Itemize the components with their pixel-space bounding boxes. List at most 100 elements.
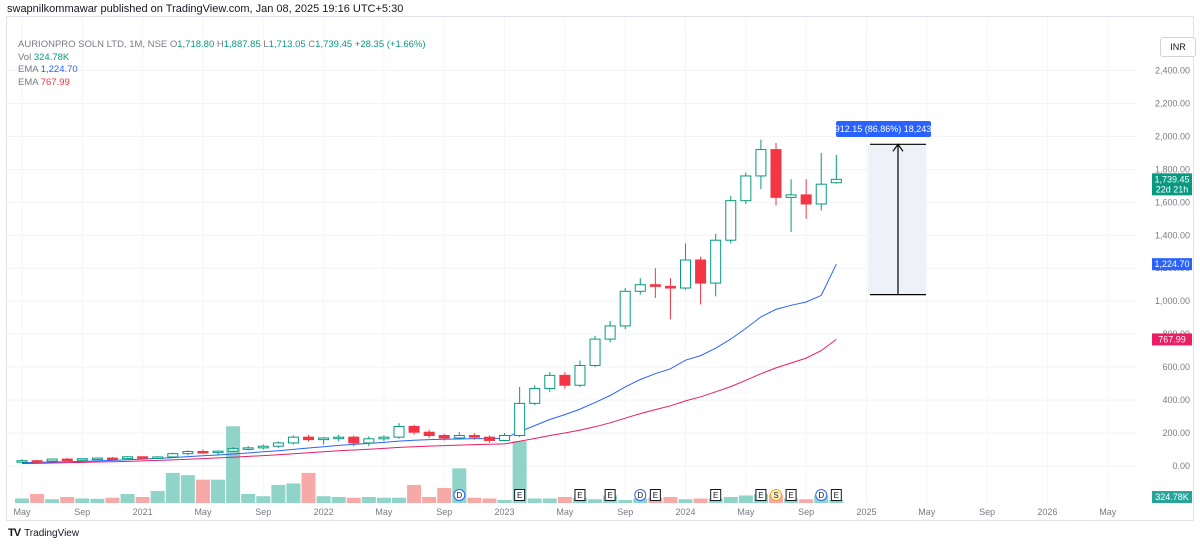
volume-bar <box>738 495 753 503</box>
measure-label-text: 912.15 (86.86%) 18,243 <box>835 124 932 134</box>
candle-body <box>152 456 164 459</box>
price-tick-label: 1,800.00 <box>1155 164 1190 174</box>
time-tick-label: 2024 <box>676 507 696 517</box>
time-tick-label: Sep <box>255 507 271 517</box>
brand-name[interactable]: TradingView <box>24 527 80 539</box>
footer: TV TradingView <box>8 527 79 539</box>
time-tick-label: May <box>556 507 574 517</box>
candle-body <box>499 435 511 441</box>
time-tick-label: Sep <box>798 507 814 517</box>
split-marker <box>770 489 782 501</box>
candle-body <box>800 194 812 205</box>
candle-body <box>634 284 646 292</box>
candle-body <box>272 442 284 447</box>
candle-body <box>91 457 103 461</box>
price-tick-label: 200.00 <box>1162 428 1190 438</box>
ema-slow-value: 767.99 <box>40 76 70 88</box>
chart-legend: AURIONPRO SOLN LTD, 1M, NSE O1,718.80 H1… <box>18 39 426 89</box>
candlestick-chart[interactable]: 2,400.00 2,200.00 2,000.00 1,800.00 1,600.00… <box>7 17 1195 522</box>
ema-fast-badge <box>1152 258 1192 271</box>
volume-bar <box>195 479 210 503</box>
publisher-line: swapnilkommawar published on TradingView… <box>7 3 404 15</box>
event-marker-label: E <box>758 491 763 500</box>
volume-bar <box>467 497 482 503</box>
currency-button[interactable]: INR <box>1160 37 1196 57</box>
volume-bar <box>105 497 120 503</box>
candle-body <box>122 456 134 460</box>
price-tick-label: 600.00 <box>1162 362 1190 372</box>
candle-body <box>649 284 661 287</box>
volume-bar <box>271 484 286 503</box>
event-marker-label: E <box>834 491 839 500</box>
volume-bar <box>346 497 361 503</box>
candle-body <box>423 431 435 437</box>
candle-body <box>333 436 345 440</box>
volume-bar <box>286 483 301 503</box>
event-marker-label: E <box>788 491 793 500</box>
volume-bar <box>482 498 497 503</box>
volume-bar <box>211 479 226 503</box>
volume-bar <box>165 472 180 503</box>
time-tick-label: 2022 <box>314 507 334 517</box>
candle-body <box>695 259 707 284</box>
candle-body <box>46 458 58 462</box>
price-tick-label: 2,400.00 <box>1155 65 1190 75</box>
candle-body <box>619 290 631 327</box>
change-value: +28.35 (+1.66%) <box>354 39 426 50</box>
candle-body <box>197 450 209 454</box>
time-tick-label: Sep <box>617 507 633 517</box>
candle-body <box>408 425 420 433</box>
volume-bar <box>829 499 844 503</box>
volume-bar <box>527 498 542 503</box>
candle-body <box>438 435 450 439</box>
volume-bar <box>422 496 437 503</box>
volume-bar <box>392 497 406 503</box>
symbol-title[interactable]: AURIONPRO SOLN LTD, 1M, NSE <box>18 39 168 50</box>
volume-bar <box>512 441 527 503</box>
candle-body <box>815 183 827 205</box>
ema-fast-value: 1,224.70 <box>40 64 78 75</box>
ema-slow-legend-row[interactable]: EMA 767.99 <box>18 76 70 88</box>
candle-body <box>363 438 375 444</box>
time-tick-label: Sep <box>979 507 995 517</box>
ema-fast-legend-row[interactable]: EMA 1,224.70 <box>18 64 78 75</box>
time-tick-label: May <box>737 507 755 517</box>
dividend-marker <box>453 489 466 501</box>
volume-bar <box>618 499 633 503</box>
volume-bar <box>150 490 165 503</box>
volume-bar <box>723 496 738 503</box>
time-tick-label: 2021 <box>133 507 153 517</box>
event-marker-label: E <box>517 491 522 500</box>
earnings-marker <box>649 489 661 501</box>
candle-body <box>227 448 239 452</box>
tradingview-logo-icon[interactable]: TV <box>8 527 21 539</box>
low-value: 1,713.05 <box>268 39 306 50</box>
event-marker-label: E <box>577 491 582 500</box>
candle-body <box>453 435 465 439</box>
candle-body <box>725 200 737 241</box>
volume-bar <box>376 497 391 503</box>
earnings-marker <box>514 489 526 501</box>
candle-body <box>529 388 541 404</box>
volume-legend-row[interactable]: Vol 324.78K <box>18 51 70 63</box>
open-value: 1,718.80 <box>177 39 215 50</box>
earnings-marker <box>604 489 616 501</box>
time-tick-label: May <box>1099 507 1117 517</box>
time-tick-label: 2025 <box>856 507 876 517</box>
ema-slow-line <box>21 338 837 464</box>
measure-range-area <box>868 144 926 295</box>
volume-bar <box>361 496 376 503</box>
volume-bar <box>30 493 45 503</box>
time-tick-label: May <box>375 507 393 517</box>
chart-pane[interactable]: 2,400.00 2,200.00 2,000.00 1,800.00 1,600.00… <box>6 16 1196 522</box>
volume-bar <box>241 493 256 503</box>
price-tick-label: 2,200.00 <box>1155 98 1190 108</box>
volume-bar <box>437 487 452 503</box>
candle-body <box>559 374 571 386</box>
candle-body <box>755 149 767 177</box>
candle-body <box>287 436 299 444</box>
ema-slow-badge <box>1152 333 1192 346</box>
candle-body <box>680 259 692 289</box>
price-tick-label: 2,000.00 <box>1155 131 1190 141</box>
price-tick-label: 0.00 <box>1172 461 1190 471</box>
